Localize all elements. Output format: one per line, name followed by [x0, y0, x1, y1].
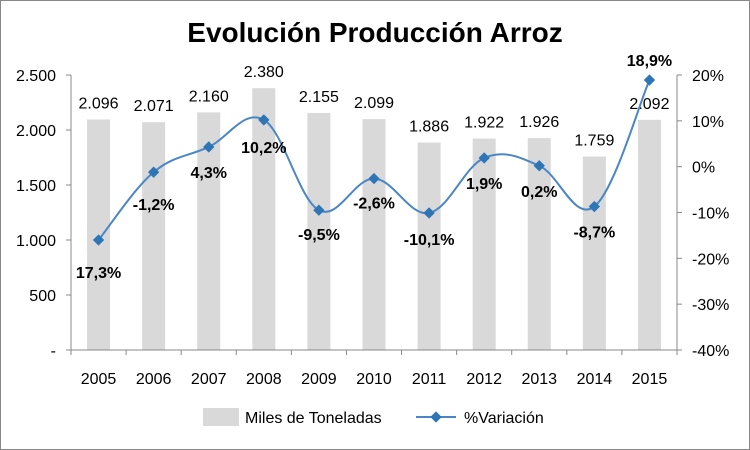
- chart-title: Evolución Producción Arroz: [187, 17, 562, 48]
- bar-2014: [582, 156, 606, 350]
- bar-value-label-2007: 2.160: [189, 88, 229, 105]
- line-point-2006: [147, 166, 160, 178]
- pct-label-2014: -8,7%: [573, 225, 615, 242]
- pct-label-2013: 0,2%: [521, 184, 557, 201]
- bar-2008: [252, 88, 276, 350]
- bar-value-label-2015: 2.092: [629, 96, 669, 113]
- bar-2009: [307, 112, 331, 350]
- x-tick-label-2015: 2015: [632, 371, 668, 388]
- y-left-tick-label: 2.000: [16, 123, 56, 140]
- y-left-tick-label: 1.000: [16, 233, 56, 250]
- legend: Miles de Toneladas %Variación: [203, 408, 544, 427]
- line-point-2009: [313, 204, 325, 216]
- line-point-2015: [643, 74, 656, 86]
- bar-value-label-2014: 1.759: [574, 133, 614, 150]
- pct-label-2007: 4,3%: [190, 165, 226, 182]
- bar-2013: [527, 138, 551, 350]
- legend-swatch-bars: [203, 408, 239, 426]
- bar-value-label-2005: 2.096: [79, 95, 119, 112]
- line-series: [92, 74, 656, 246]
- bar-2011: [417, 142, 441, 350]
- bar-series: [87, 88, 661, 351]
- bar-value-label-2010: 2.099: [354, 95, 394, 112]
- x-tick-label-2013: 2013: [521, 371, 557, 388]
- bar-2006: [142, 122, 166, 350]
- bar-value-label-2012: 1.922: [464, 115, 504, 132]
- x-tick-label-2008: 2008: [246, 371, 282, 388]
- pct-label-2012: 1,9%: [466, 176, 502, 193]
- y-left-tick-label: -: [51, 343, 56, 360]
- bar-2007: [197, 112, 221, 351]
- pct-label-2005: 17,3%: [76, 265, 121, 282]
- pct-label-2011: -10,1%: [404, 232, 455, 249]
- bar-2010: [362, 119, 386, 350]
- line-point-2014: [588, 200, 601, 213]
- pct-label-2015: 18,9%: [627, 53, 672, 70]
- legend-swatch-marker: [430, 411, 442, 423]
- line-point-2013: [533, 160, 545, 172]
- x-tick-label-2009: 2009: [301, 371, 337, 388]
- bar-labels: 2.096 2.071 2.160 2.380 2.155 2.099 1.886 1.922…: [79, 64, 670, 149]
- legend-label-line: %Variación: [464, 410, 544, 427]
- y-left-tick-label: 500: [29, 288, 56, 305]
- pct-label-2006: -1,2%: [133, 197, 175, 214]
- y-left-tick-label: 2.500: [16, 68, 56, 85]
- line-point-2012: [478, 152, 490, 164]
- x-tick-label-2007: 2007: [191, 371, 227, 388]
- bar-2012: [472, 138, 496, 350]
- x-tick-label-2011: 2011: [412, 371, 447, 388]
- y-right-tick-label: 0%: [692, 160, 715, 177]
- axes: - 500 1.000 1.500 2.000 2.500 -40% -30% -20% -10%…: [16, 68, 729, 388]
- pct-label-2009: -9,5%: [298, 227, 340, 244]
- bar-value-label-2013: 1.926: [519, 114, 559, 131]
- line-point-2007: [203, 141, 215, 153]
- y-left-tick-label: 1.500: [16, 178, 56, 195]
- y-right-tick-label: 10%: [692, 114, 724, 131]
- bar-value-label-2006: 2.071: [134, 98, 174, 115]
- y-right-tick-label: -10%: [692, 206, 729, 223]
- y-right-tick-label: -20%: [692, 251, 729, 268]
- line-point-2010: [368, 172, 380, 185]
- bar-value-label-2008: 2.380: [244, 64, 284, 81]
- x-tick-label-2010: 2010: [356, 371, 392, 388]
- y-right-tick-label: -40%: [692, 343, 729, 360]
- pct-labels: 17,3% -1,2% 4,3% 10,2% -9,5% -2,6% -10,1% 1,9% 0…: [76, 53, 672, 282]
- y-right-tick-label: -30%: [692, 297, 729, 314]
- pct-label-2010: -2,6%: [353, 196, 395, 213]
- bar-value-label-2011: 1.886: [409, 119, 449, 136]
- x-tick-label-2012: 2012: [466, 371, 502, 388]
- x-tick-label-2014: 2014: [577, 371, 613, 388]
- legend-label-bars: Miles de Toneladas: [245, 410, 382, 427]
- y-right-tick-label: 20%: [692, 68, 724, 85]
- pct-label-2008: 10,2%: [241, 140, 286, 157]
- bar-value-label-2009: 2.155: [299, 89, 339, 106]
- x-tick-label-2006: 2006: [136, 371, 172, 388]
- bar-2015: [637, 119, 661, 350]
- x-tick-label-2005: 2005: [81, 371, 117, 388]
- line-point-2011: [423, 207, 435, 219]
